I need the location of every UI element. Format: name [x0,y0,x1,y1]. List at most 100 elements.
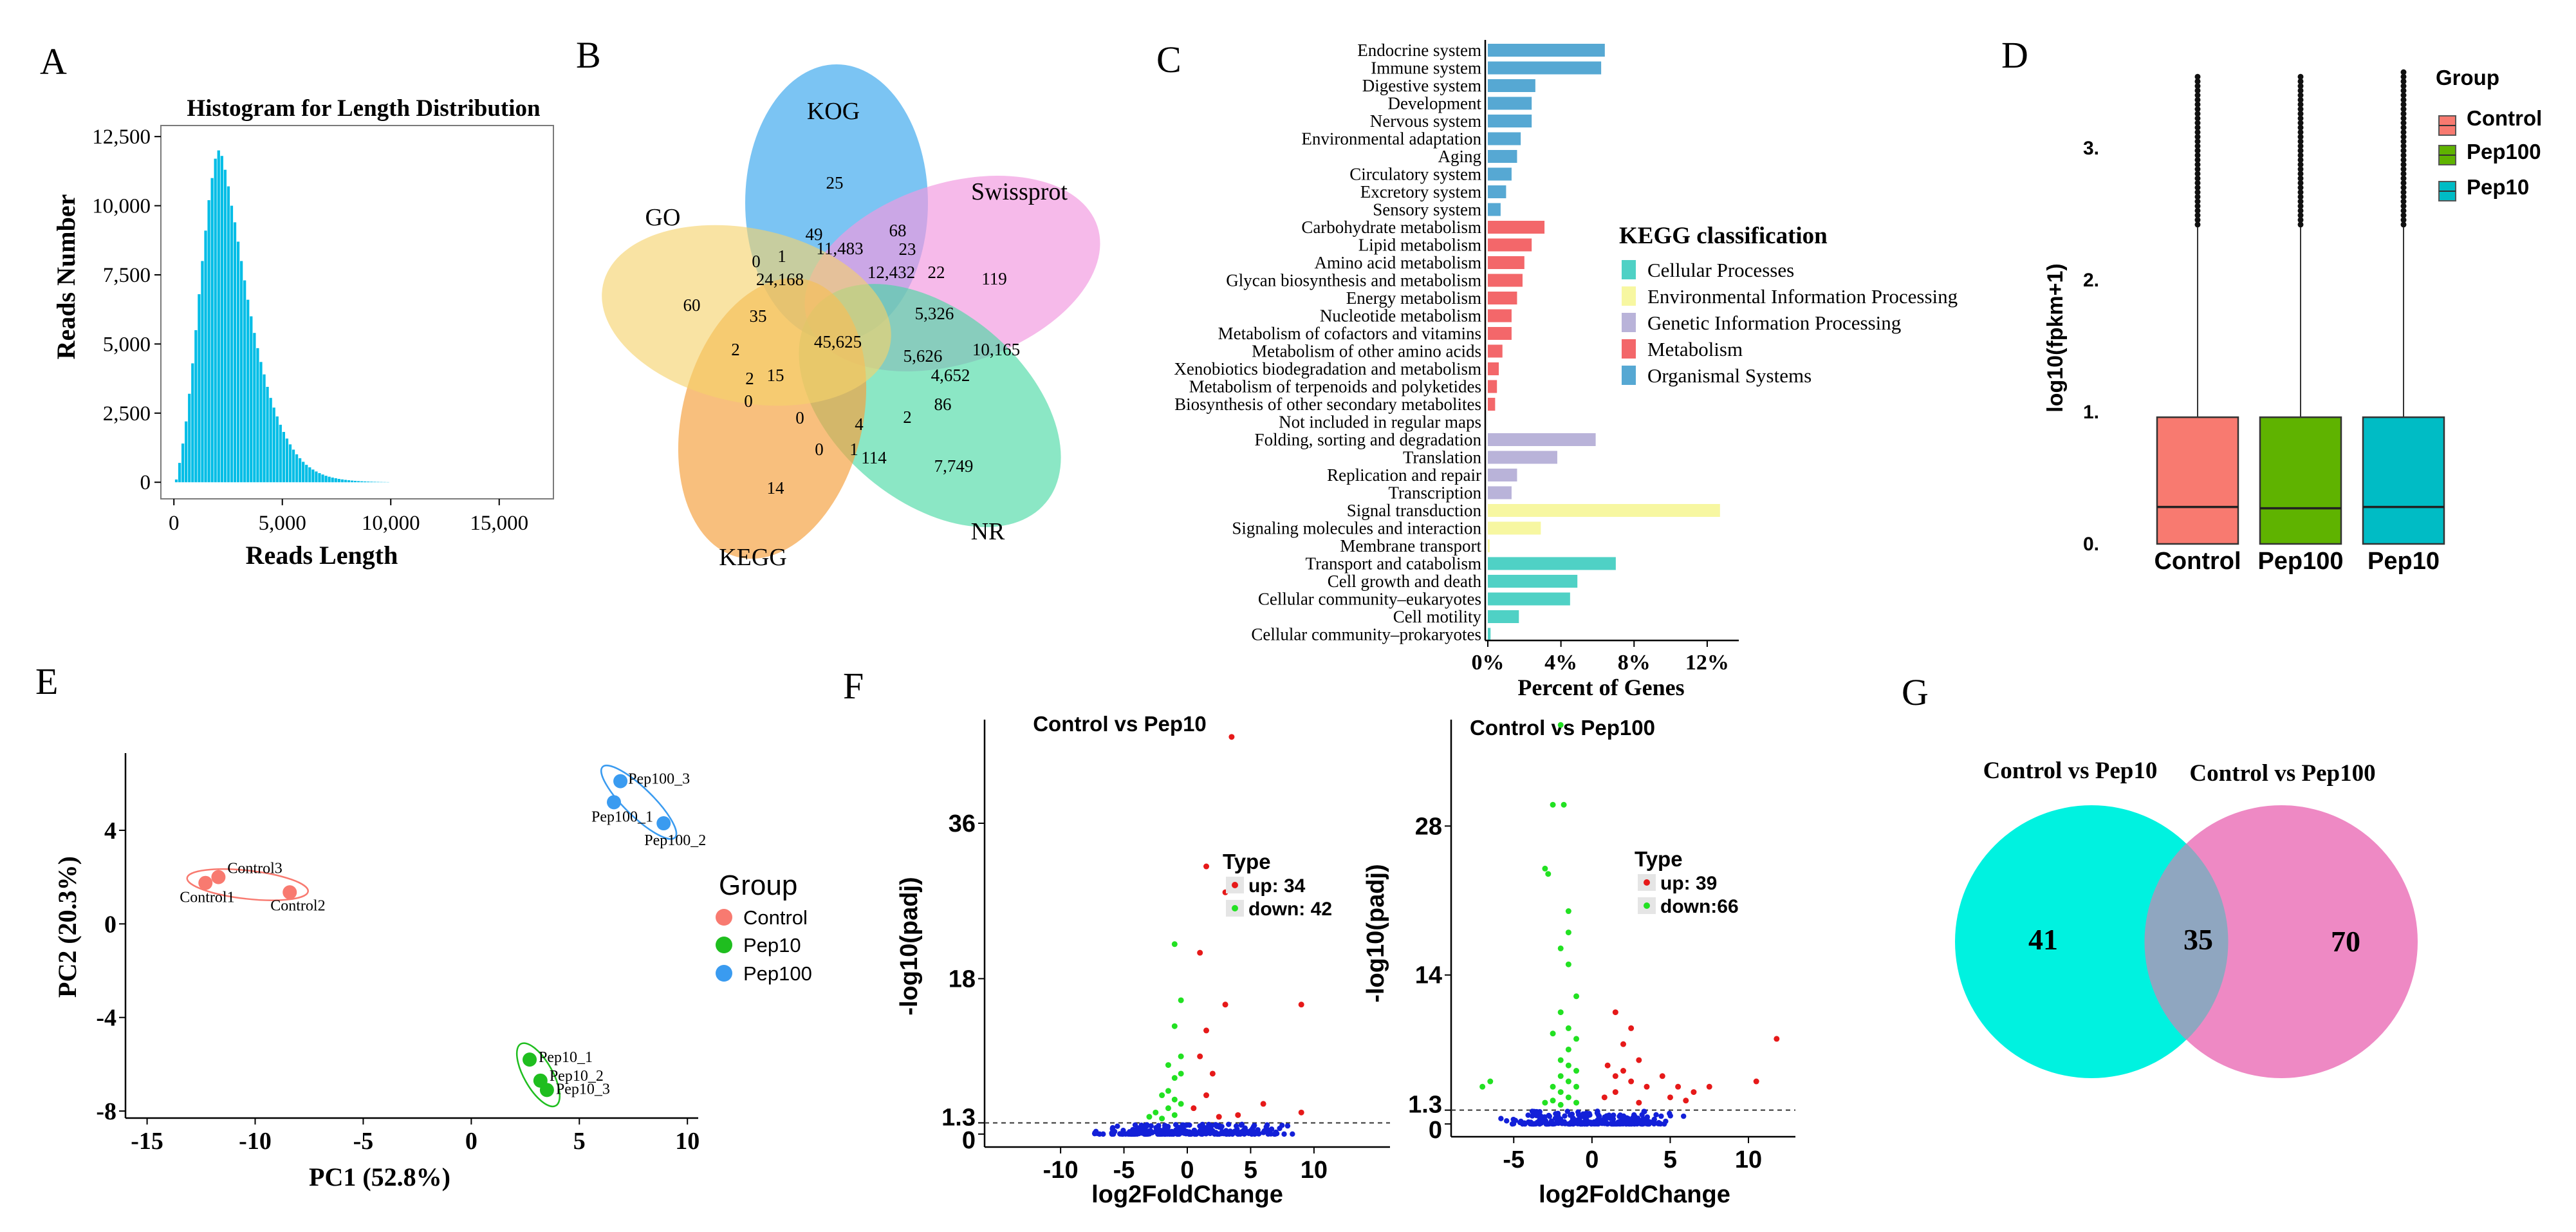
ns-point [1610,1116,1617,1122]
y-tick-label: 3. [2083,138,2099,159]
outlier-point [2194,166,2201,173]
histogram-bar [223,169,227,483]
pca-points: Control1 Control3 Control2 Pep100_3 Pep100_1… [180,771,706,1098]
up-point [1209,1070,1216,1077]
outlier-point [2297,166,2304,173]
pca-point-label: Control1 [180,890,234,906]
kegg-category-label: Membrane transport [1340,536,1481,555]
histogram-bar [207,200,210,483]
kegg-category-label: Lipid metabolism [1358,236,1481,255]
down-point [1171,1023,1178,1029]
outlier-point [2194,189,2201,196]
venn-region-value: 1 [777,247,786,266]
kegg-bar [1488,398,1496,411]
venn-label-nr: NR [971,518,1005,545]
outlier-point [2297,97,2304,103]
outlier-point [2194,162,2201,168]
kegg-category-label: Not included in regular maps [1279,413,1481,432]
outlier-point [2194,92,2201,98]
up-point [1636,1099,1642,1106]
x-tick-label: Pep100 [2257,548,2343,575]
outlier-point [2194,143,2201,149]
y-tick-label: 0 [140,471,151,494]
histogram-bar [334,478,337,483]
boxplot-y-label: log10(fpkm+1) [2043,263,2068,412]
x-tick-label: 10 [1301,1157,1328,1184]
outlier-point [2297,217,2304,223]
x-tick-label: 8% [1618,651,1651,675]
outlier-point [2194,138,2201,145]
down-point [1565,1025,1571,1031]
up-point [1612,1009,1618,1016]
ns-point [1284,1123,1291,1129]
kegg-bar [1488,97,1532,110]
venn-overlap-region [2144,843,2229,1040]
histogram-bar [282,432,285,483]
outlier-point [2194,152,2201,158]
histogram-bar [357,481,360,483]
ns-point [1663,1118,1669,1125]
kegg-bar [1488,380,1497,393]
ns-point [1144,1123,1149,1129]
kegg-category-label: Cell motility [1393,607,1482,626]
ns-point [1656,1120,1662,1126]
outlier-point [2297,198,2304,205]
outlier-point [2194,185,2201,191]
ns-point [1531,1121,1537,1127]
histogram-bar [305,465,308,483]
outlier-point [2400,180,2407,186]
histogram-bar [174,479,178,483]
y-tick-label: 1. [2083,402,2099,423]
pca-point-label: Control2 [270,897,325,914]
outlier-point [2297,171,2304,177]
ns-point [1272,1131,1278,1137]
histogram-bar [344,480,347,483]
up-point [1620,1041,1626,1047]
kegg-bar [1488,344,1503,358]
outlier-point [2297,134,2304,140]
pca-point [211,870,226,884]
legend-dot-down [1232,905,1238,911]
histogram-bar [194,330,198,483]
venn-region-value: 114 [861,448,887,467]
up-point [1628,1025,1635,1031]
up-point [1191,1105,1197,1112]
histogram-bar [214,158,217,483]
outlier-point [2297,143,2304,149]
y-tick-label: 1.3 [1408,1092,1442,1119]
panel-b: B KOG Swissprot NR KEGG GO 25 119 7,749 … [576,34,1100,571]
venn-region-value: 11,483 [816,239,863,258]
ns-point [1256,1131,1262,1137]
venn-value-pep10-only: 41 [2028,923,2058,956]
down-point [1557,945,1564,951]
venn-region-value: 12,432 [867,263,915,282]
outlier-point [2400,189,2407,196]
volcano-pep10-legend-down: down: 42 [1248,899,1332,920]
legend-dot-control [716,909,732,926]
volcano-pep100-title: Control vs Pep100 [1470,716,1655,740]
ns-point [1638,1121,1644,1127]
histogram-bar [350,480,354,483]
histogram-bar [191,363,194,483]
ns-point [1631,1112,1637,1118]
kegg-category-label: Excretory system [1360,182,1481,201]
outlier-point [2194,124,2201,131]
outlier-point [2297,147,2304,154]
outlier-point [2400,171,2407,177]
outlier-point [2400,194,2407,200]
outlier-point [2297,156,2304,163]
down-point [1557,1101,1564,1108]
kegg-bar [1488,115,1532,127]
histogram-bar [324,476,328,483]
outlier-point [2400,78,2407,84]
volcano-pep100-sig-points [1479,722,1780,1108]
ns-point [1226,1121,1232,1127]
up-point [1691,1089,1697,1096]
kegg-bar [1488,274,1523,287]
venn-region-value: 25 [826,173,844,192]
legend-swatch-metabolism [1622,339,1636,359]
ns-point [1580,1112,1586,1118]
up-point [1636,1057,1642,1063]
kegg-bar [1488,79,1535,92]
up-point [1216,1114,1222,1120]
